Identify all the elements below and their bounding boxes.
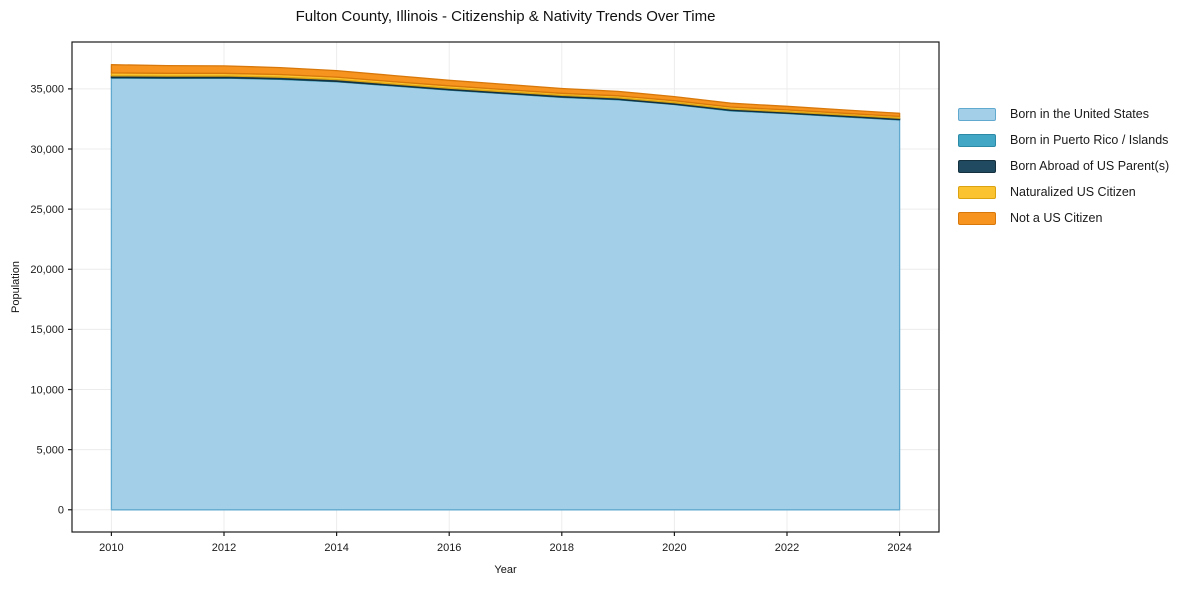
y-tick-label: 20,000 [30, 264, 64, 276]
stacked-area-layer [110, 64, 901, 511]
legend: Born in the United States Born in Puerto … [958, 101, 1169, 231]
x-tick-label: 2024 [887, 542, 911, 554]
x-axis-label: Year [494, 564, 517, 576]
y-tick-label: 5,000 [36, 444, 64, 456]
x-tick-label: 2018 [550, 542, 574, 554]
legend-swatch-icon [958, 107, 996, 121]
legend-label: Born in the United States [1010, 107, 1149, 121]
y-tick-label: 0 [58, 505, 64, 517]
x-tick-label: 2010 [99, 542, 123, 554]
legend-label: Naturalized US Citizen [1010, 185, 1136, 199]
axes-frame-layer [71, 41, 940, 533]
legend-swatch-icon [958, 211, 996, 225]
axes-frame [71, 41, 940, 533]
x-tick-label: 2020 [662, 542, 686, 554]
y-tick-label: 10,000 [30, 384, 64, 396]
legend-swatch-icon [958, 159, 996, 173]
x-tick-label: 2016 [437, 542, 461, 554]
legend-label: Not a US Citizen [1010, 211, 1103, 225]
legend-label: Born Abroad of US Parent(s) [1010, 159, 1170, 173]
y-tick-label: 15,000 [30, 324, 64, 336]
y-tick-label: 35,000 [30, 84, 64, 96]
legend-item: Naturalized US Citizen [958, 179, 1169, 205]
legend-label: Born in Puerto Rico / Islands [1010, 133, 1169, 147]
legend-swatch-icon [958, 133, 996, 147]
legend-item: Born in Puerto Rico / Islands [958, 127, 1169, 153]
legend-item: Not a US Citizen [958, 205, 1169, 231]
area-series-not-a-us-citizen [110, 64, 901, 118]
chart-title: Fulton County, Illinois - Citizenship & … [295, 8, 716, 25]
legend-item: Born in the United States [958, 101, 1169, 127]
area-series-born-in-the-united-states [110, 77, 901, 511]
y-tick-label: 30,000 [30, 144, 64, 156]
x-tick-label: 2014 [324, 542, 348, 554]
y-tick-label: 25,000 [30, 204, 64, 216]
y-axis-label: Population [10, 261, 22, 313]
x-tick-label: 2022 [775, 542, 799, 554]
legend-swatch-icon [958, 185, 996, 199]
x-tick-label: 2012 [212, 542, 236, 554]
tick-layer: 0 5,000 10,000 15,000 20,000 25,000 30,000 35,0… [30, 84, 911, 554]
legend-item: Born Abroad of US Parent(s) [958, 153, 1169, 179]
